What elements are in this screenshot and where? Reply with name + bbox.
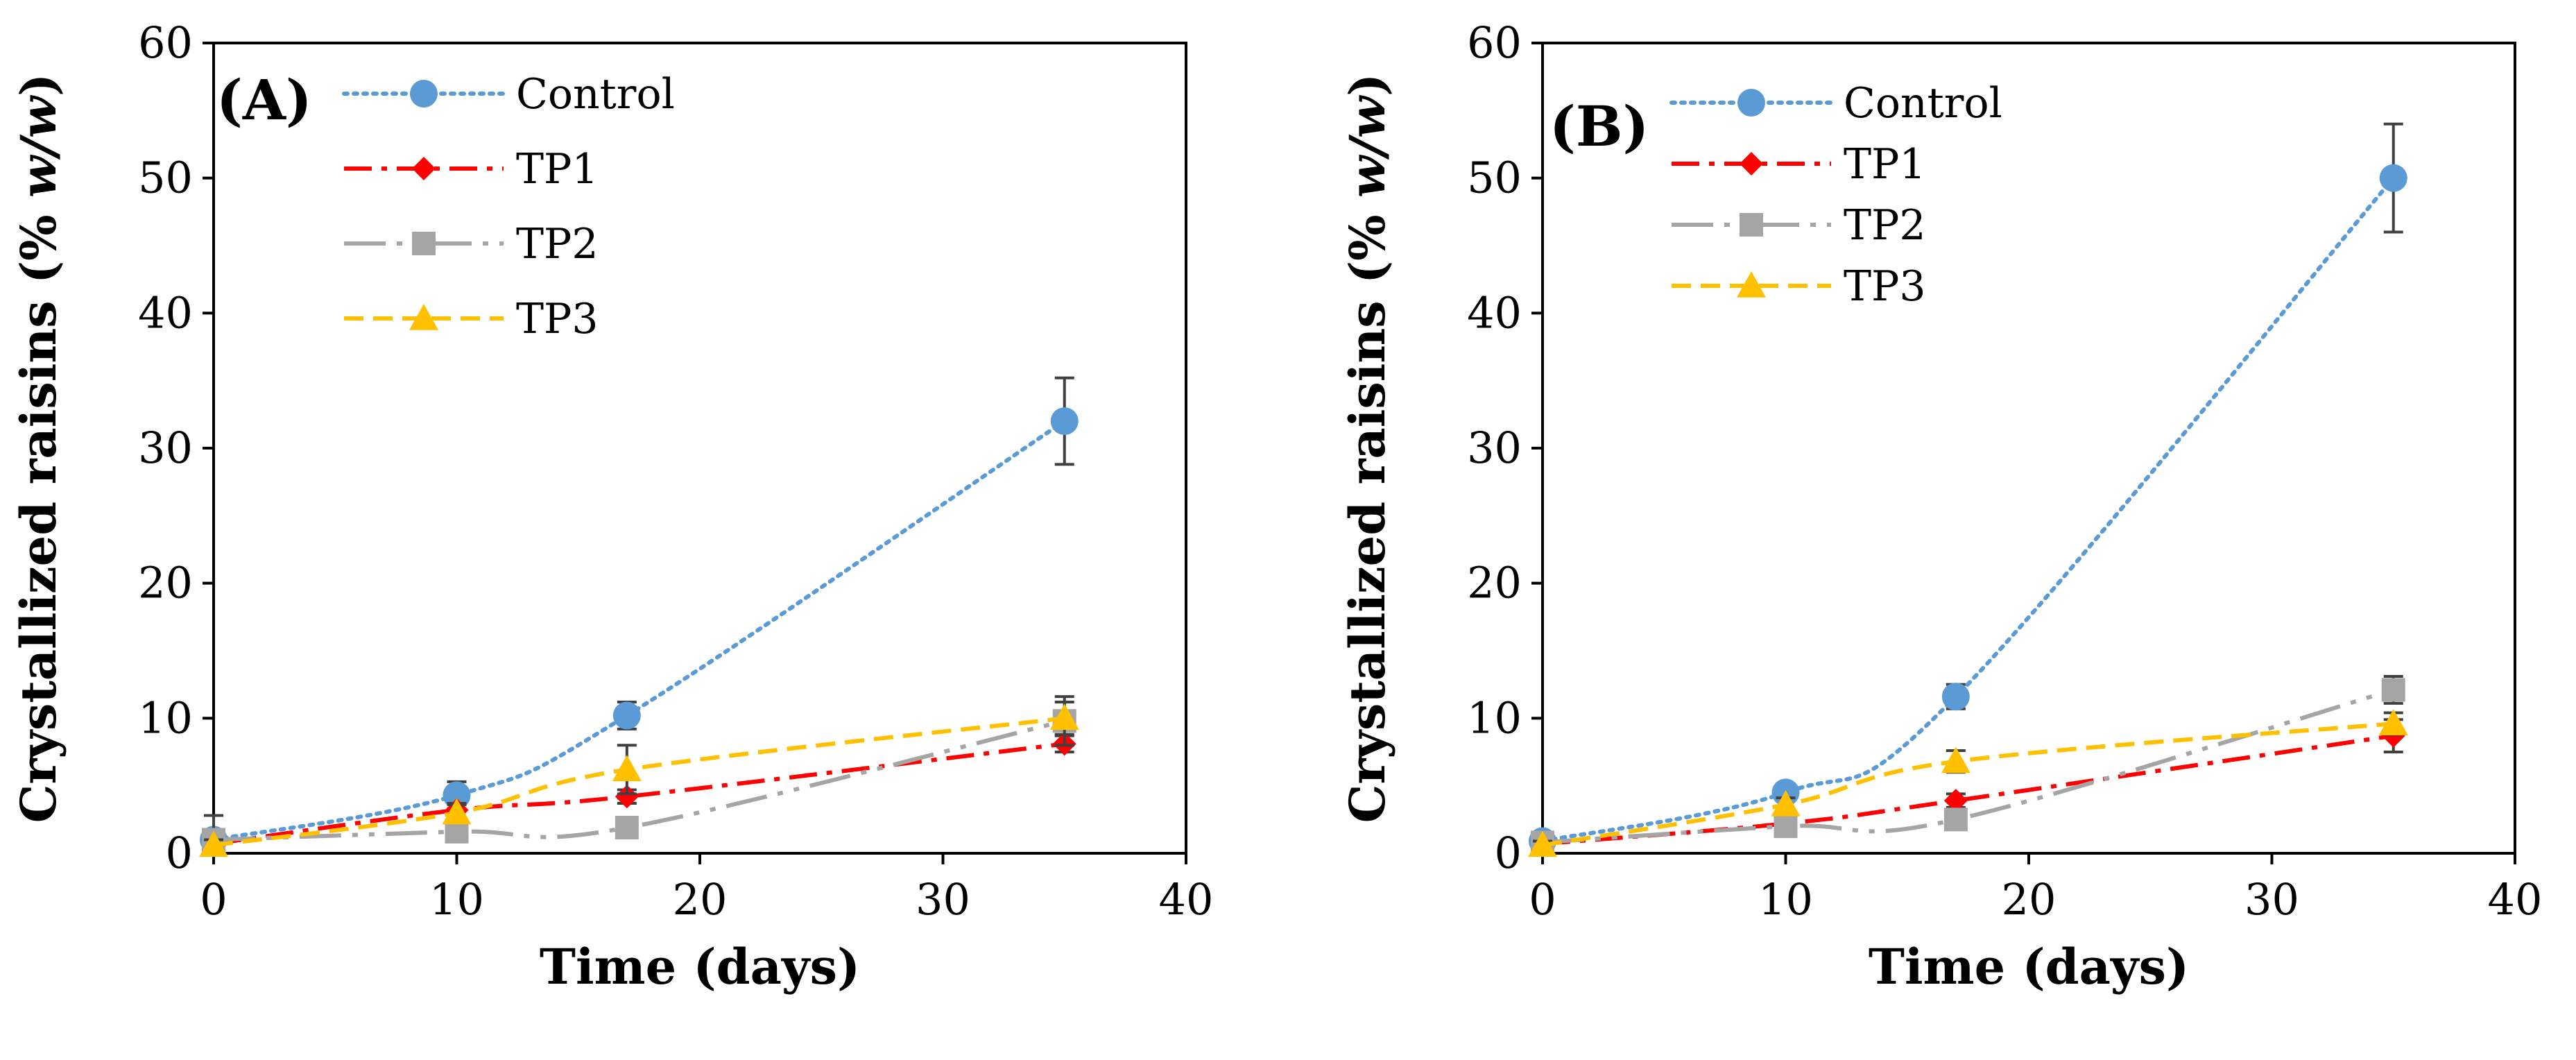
panel-b-line-tp3 (1542, 721, 2394, 848)
panel-b-y-tick-label: 0 (1495, 828, 1522, 878)
panel-a-marker-tp2 (615, 816, 639, 840)
panel-a-y-axis-title-main: Crystallized raisins (% (10, 198, 67, 823)
panel-b-y-tick-label: 60 (1467, 17, 1522, 68)
panel-a-legend-marker (410, 80, 438, 108)
panel-a-marker-tp1 (615, 785, 639, 809)
panel-a-y-axis-title: Crystallized raisins (% w/w) (10, 74, 67, 823)
panel-b-legend-label: TP1 (1844, 140, 1926, 189)
panel-b-marker-control (1941, 683, 1970, 711)
panel-a-y-tick-label: 10 (138, 692, 193, 743)
panel-b-x-tick-label: 0 (1529, 874, 1556, 925)
panel-a-plot-frame (212, 42, 1187, 855)
panel-b-y-axis-title: Crystallized raisins (% w/w) (1339, 74, 1396, 823)
panel-b-marker-tp3 (1528, 830, 1557, 857)
panel-a-y-tick-label: 50 (138, 153, 193, 203)
panel-b-y-tick-label: 50 (1467, 153, 1522, 203)
panel-a-marker-tp3 (442, 798, 472, 825)
panel-b-y-tick-label: 30 (1467, 422, 1522, 473)
panel-a-line-control (212, 419, 1067, 842)
panel-b-marker-tp2 (2381, 678, 2405, 702)
panel-a-y-tick-label: 0 (166, 828, 193, 878)
panel-a-series-control (200, 376, 1079, 854)
panel-b-legend-marker (1737, 89, 1765, 117)
panel-b-line-control (1540, 176, 2396, 844)
panel-b-marker-tp2 (1774, 814, 1798, 839)
panel-a-legend-item-control: Control (342, 70, 675, 119)
panel-a-y-tick-label: 40 (138, 287, 193, 338)
panel-b-marker-tp2 (1943, 807, 1968, 832)
panel-b-legend-item-tp2: TP2 (1672, 201, 1926, 250)
panel-a-marker-tp3 (1049, 703, 1079, 730)
panel-b-line-tp2 (1542, 687, 2394, 845)
panel-b-legend-marker (1740, 152, 1763, 176)
panel-a-y-axis-title-close: ) (10, 74, 67, 96)
panel-a-marker-control (1050, 407, 1079, 436)
panel-b-label: (B) (1549, 94, 1649, 159)
panel-a-legend-marker (409, 304, 438, 330)
panel-b-legend-item-tp1: TP1 (1672, 140, 1926, 189)
panel-a-x-tick-label: 0 (200, 874, 227, 925)
panel-a-y-tick-label: 20 (138, 558, 193, 608)
panel-a-x-tick-label: 10 (429, 874, 484, 925)
panel-b-legend-marker (1740, 213, 1763, 237)
panel-b-y-tick-label: 40 (1467, 287, 1522, 338)
panel-b-series-tp3 (1528, 709, 2408, 857)
panel-a-series-tp3 (199, 700, 1079, 857)
panel-a-legend-item-tp1: TP1 (344, 145, 599, 194)
panel-a-marker-tp3 (612, 755, 642, 782)
panel-a-legend-marker (412, 157, 436, 180)
panel-a-y-tick-label: 30 (138, 422, 193, 473)
panel-b-marker-tp3 (2378, 709, 2408, 735)
panel-a-y-tick-label: 60 (138, 17, 193, 68)
panel-a-legend-marker (412, 232, 436, 255)
panel-b-x-tick-label: 30 (2244, 874, 2299, 925)
panel-a-x-tick-label: 20 (673, 874, 728, 925)
panel-b-y-axis-title-unit: w/w (1339, 94, 1396, 198)
panel-b-y-axis-title-main: Crystallized raisins (% (1339, 198, 1396, 823)
panel-a-x-tick-label: 30 (916, 874, 970, 925)
panel-a-legend-item-tp3: TP3 (344, 295, 599, 343)
chart-panel-a: 0 10 20 30 40 50 60 0 10 20 30 40 Time (days) Crystal… (10, 17, 1213, 995)
panel-a-legend-label: TP3 (516, 295, 599, 343)
panel-b-legend-label: TP2 (1844, 201, 1926, 250)
panel-b-legend-item-control: Control (1669, 79, 2002, 128)
panel-b-marker-tp3 (1941, 746, 1970, 773)
panel-b-x-tick-label: 10 (1758, 874, 1813, 925)
panel-a-y-axis-title-unit: w/w (10, 94, 67, 198)
panel-b-line-tp1 (1542, 733, 2394, 846)
panel-b-x-tick-label: 40 (2488, 874, 2543, 925)
panel-b-marker-tp3 (1771, 789, 1801, 817)
panel-b-y-axis-title-close: ) (1339, 74, 1396, 96)
panel-b-legend-label: Control (1844, 79, 2002, 128)
panel-a-marker-control (612, 701, 641, 730)
panel-b-marker-control (2379, 164, 2407, 192)
panel-b-legend-label: TP3 (1844, 262, 1926, 311)
panel-a-line-tp3 (213, 716, 1065, 848)
panel-a-marker-tp3 (199, 830, 228, 857)
panel-b-x-axis-title: Time (days) (1869, 938, 2189, 995)
panel-b-x-tick-label: 20 (2002, 874, 2056, 925)
panel-a-legend-item-tp2: TP2 (344, 220, 599, 268)
panel-a-legend-label: TP1 (516, 145, 599, 194)
panel-a-line-tp1 (213, 742, 1065, 846)
panel-a-label: (A) (216, 67, 312, 132)
panel-b-marker-tp1 (1943, 789, 1968, 813)
panel-b-legend-item-tp3: TP3 (1672, 262, 1926, 311)
panel-b-series-control (1529, 122, 2407, 855)
chart-panel-b: 0 10 20 30 40 50 60 0 10 20 30 40 Time (days) Crystal… (1339, 17, 2542, 995)
panel-b-y-tick-label: 10 (1467, 692, 1522, 743)
panel-a-line-tp2 (213, 719, 1065, 842)
panel-a-legend-label: TP2 (516, 220, 599, 268)
panel-a-x-axis-title: Time (days) (540, 938, 860, 995)
panel-b-y-tick-label: 20 (1467, 558, 1522, 608)
panel-a-x-tick-label: 40 (1159, 874, 1214, 925)
panel-b-legend-marker (1737, 271, 1766, 298)
panel-a-legend-label: Control (516, 70, 675, 119)
